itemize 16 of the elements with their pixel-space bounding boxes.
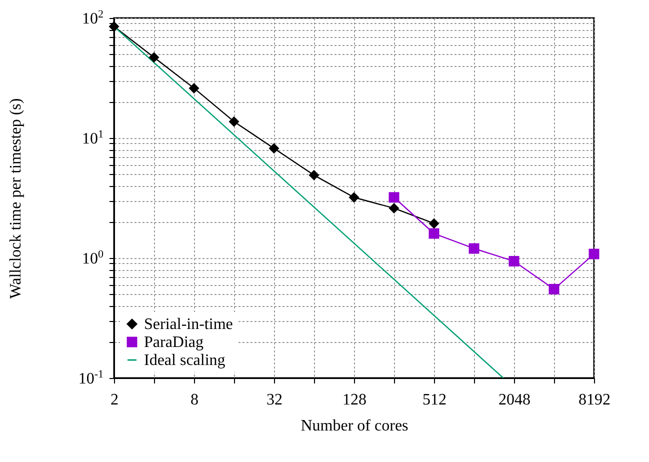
y-tick-label: 10$^{-1}$ xyxy=(78,368,104,388)
legend-label: Ideal scaling xyxy=(144,352,226,369)
x-tick-label: 8 xyxy=(190,392,198,408)
legend-label: Serial-in-time xyxy=(144,316,233,333)
y-tick-label: 10$^{2}$ xyxy=(82,8,104,28)
y-tick-label: 10$^{1}$ xyxy=(82,128,104,148)
x-tick-label: 2048 xyxy=(498,392,530,408)
x-tick-label: 2 xyxy=(110,392,118,408)
y-tick-label: 10$^{0}$ xyxy=(82,248,104,268)
x-tick-label: 32 xyxy=(266,392,282,408)
x-tick-label: 8192 xyxy=(578,392,610,408)
legend-label: ParaDiag xyxy=(144,334,204,351)
x-tick-label: 512 xyxy=(422,392,446,408)
y-axis-title: Wallclock time per timestep (s) xyxy=(7,98,24,299)
x-tick-label: 128 xyxy=(342,392,366,408)
x-axis-title: Number of cores xyxy=(300,418,408,434)
